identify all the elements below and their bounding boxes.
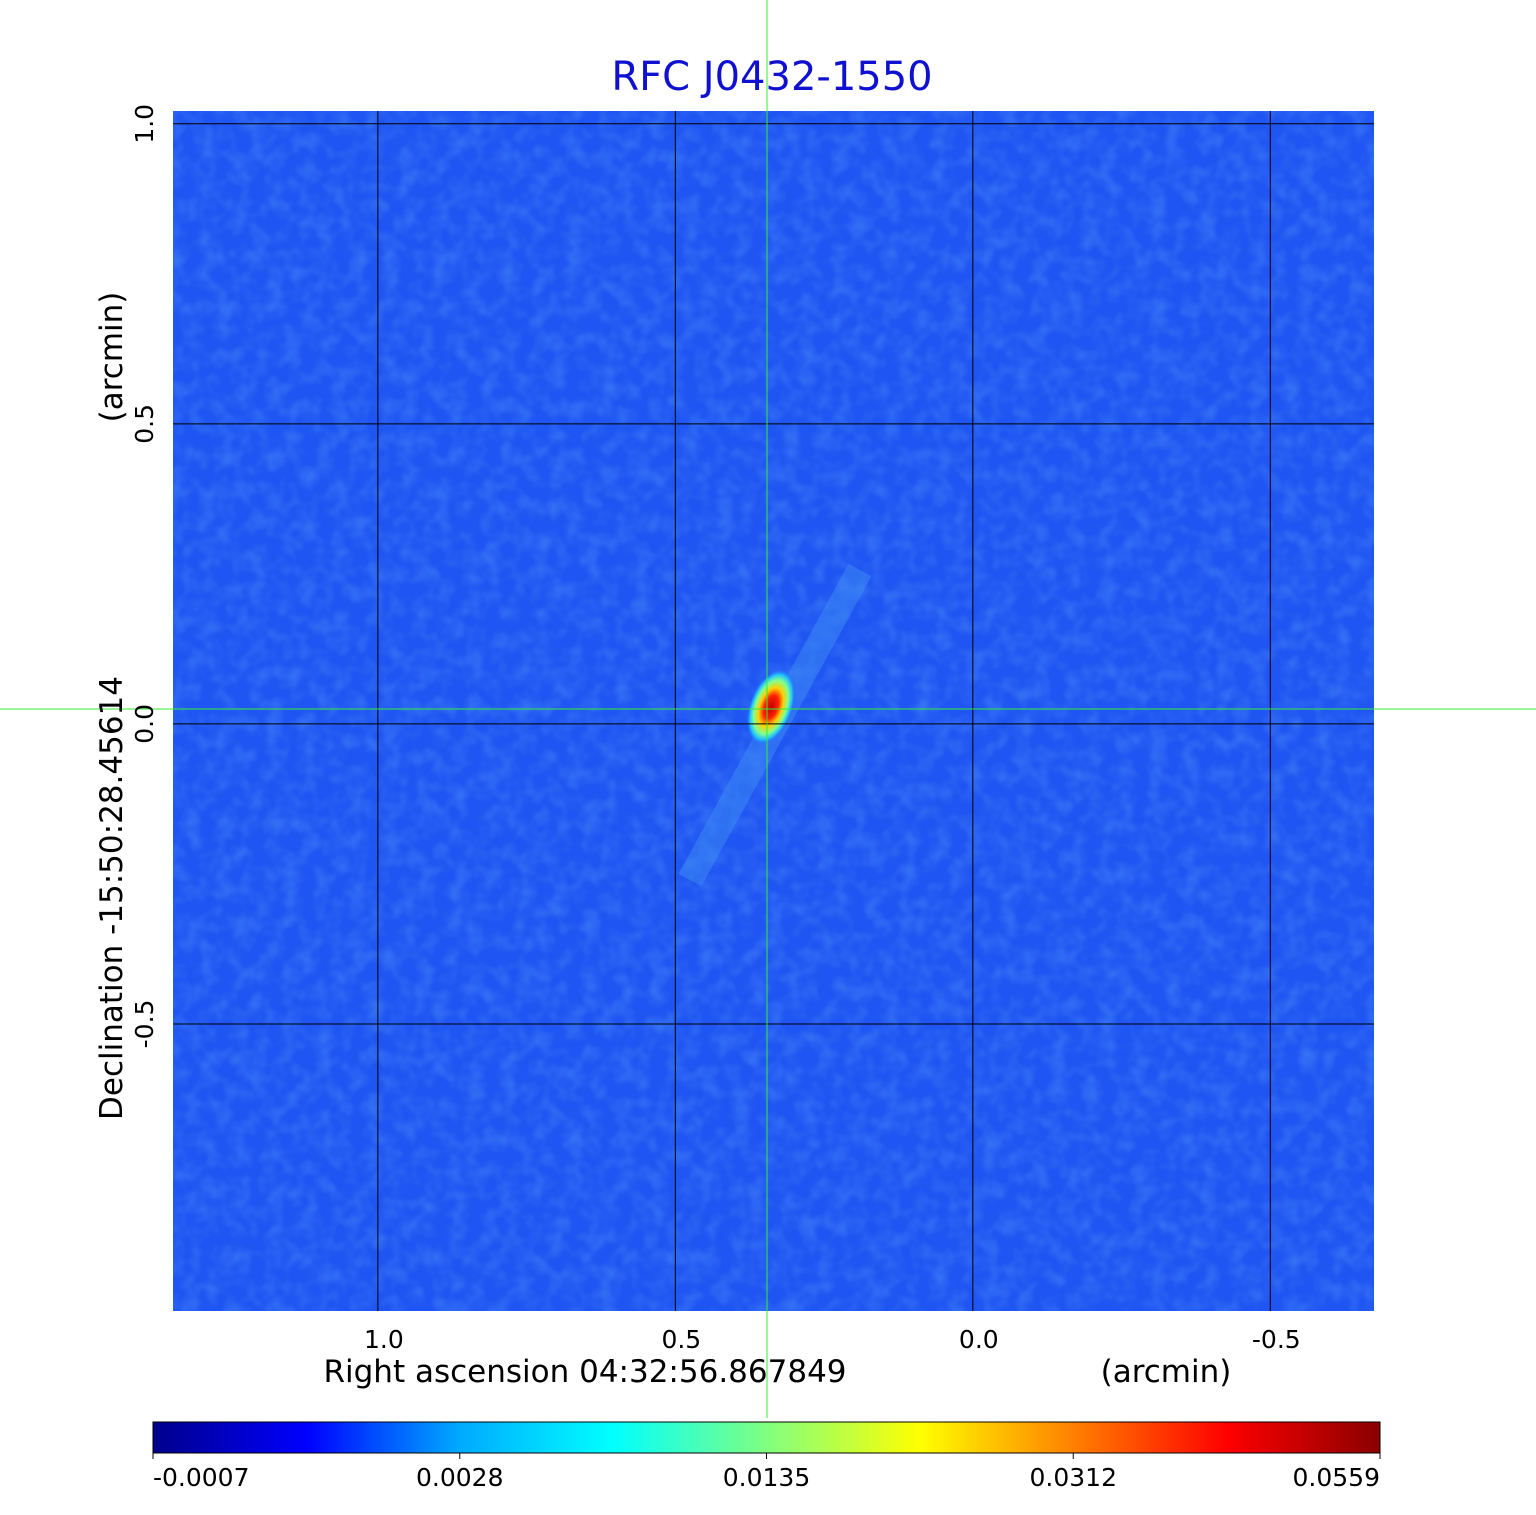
y-tick-label: 0.0: [130, 704, 159, 744]
chart-title: RFC J0432-1550: [611, 54, 932, 100]
x-tick-label: -0.5: [1252, 1325, 1301, 1354]
colorbar: [152, 1421, 1381, 1454]
image: [172, 110, 1375, 1312]
y-axis-unit: (arcmin): [94, 292, 130, 423]
x-tick-label: 0.0: [959, 1325, 999, 1354]
plot-frame: [171, 109, 1376, 1313]
x-axis-unit: (arcmin): [1101, 1354, 1232, 1390]
colorbar-tick-label: 0.0312: [1030, 1463, 1117, 1492]
y-tick-label: 0.5: [130, 404, 159, 444]
x-axis-label: Right ascension 04:32:56.867849: [323, 1354, 846, 1390]
y-tick-label: 1.0: [130, 104, 159, 144]
colorbar-tick-label: 0.0028: [416, 1463, 503, 1492]
colorbar-tick-label: 0.0135: [723, 1463, 810, 1492]
x-tick-label: 1.0: [364, 1325, 404, 1354]
y-axis-label: Declination -15:50:28.45614: [94, 676, 130, 1120]
y-tick-label: -0.5: [130, 1000, 159, 1049]
colorbar-tick-label: -0.0007: [153, 1463, 250, 1492]
colorbar-tick-label: 0.0559: [1293, 1463, 1380, 1492]
x-tick-label: 0.5: [661, 1325, 701, 1354]
